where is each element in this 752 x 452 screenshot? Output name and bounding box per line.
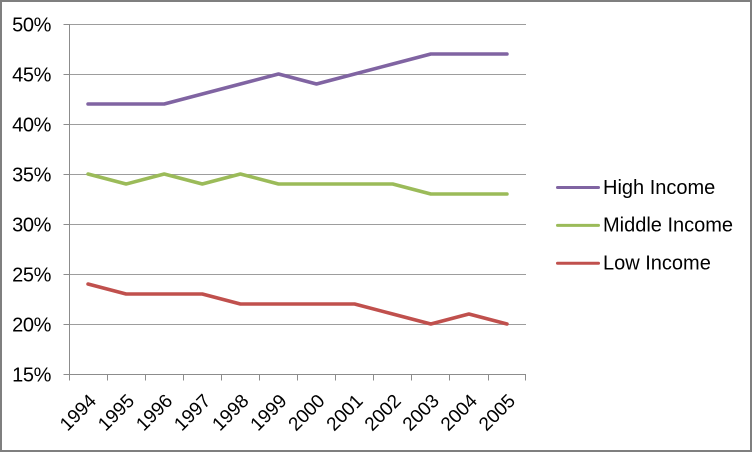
svg-text:50%: 50% [12, 15, 51, 37]
svg-text:45%: 45% [12, 65, 51, 87]
svg-text:40%: 40% [12, 115, 51, 137]
svg-text:30%: 30% [12, 215, 51, 237]
svg-text:Low Income: Low Income [603, 253, 711, 275]
svg-text:35%: 35% [12, 165, 51, 187]
svg-text:20%: 20% [12, 315, 51, 337]
svg-text:25%: 25% [12, 265, 51, 287]
svg-text:Middle Income: Middle Income [603, 215, 733, 237]
svg-text:15%: 15% [12, 365, 51, 387]
svg-text:High Income: High Income [603, 177, 715, 199]
